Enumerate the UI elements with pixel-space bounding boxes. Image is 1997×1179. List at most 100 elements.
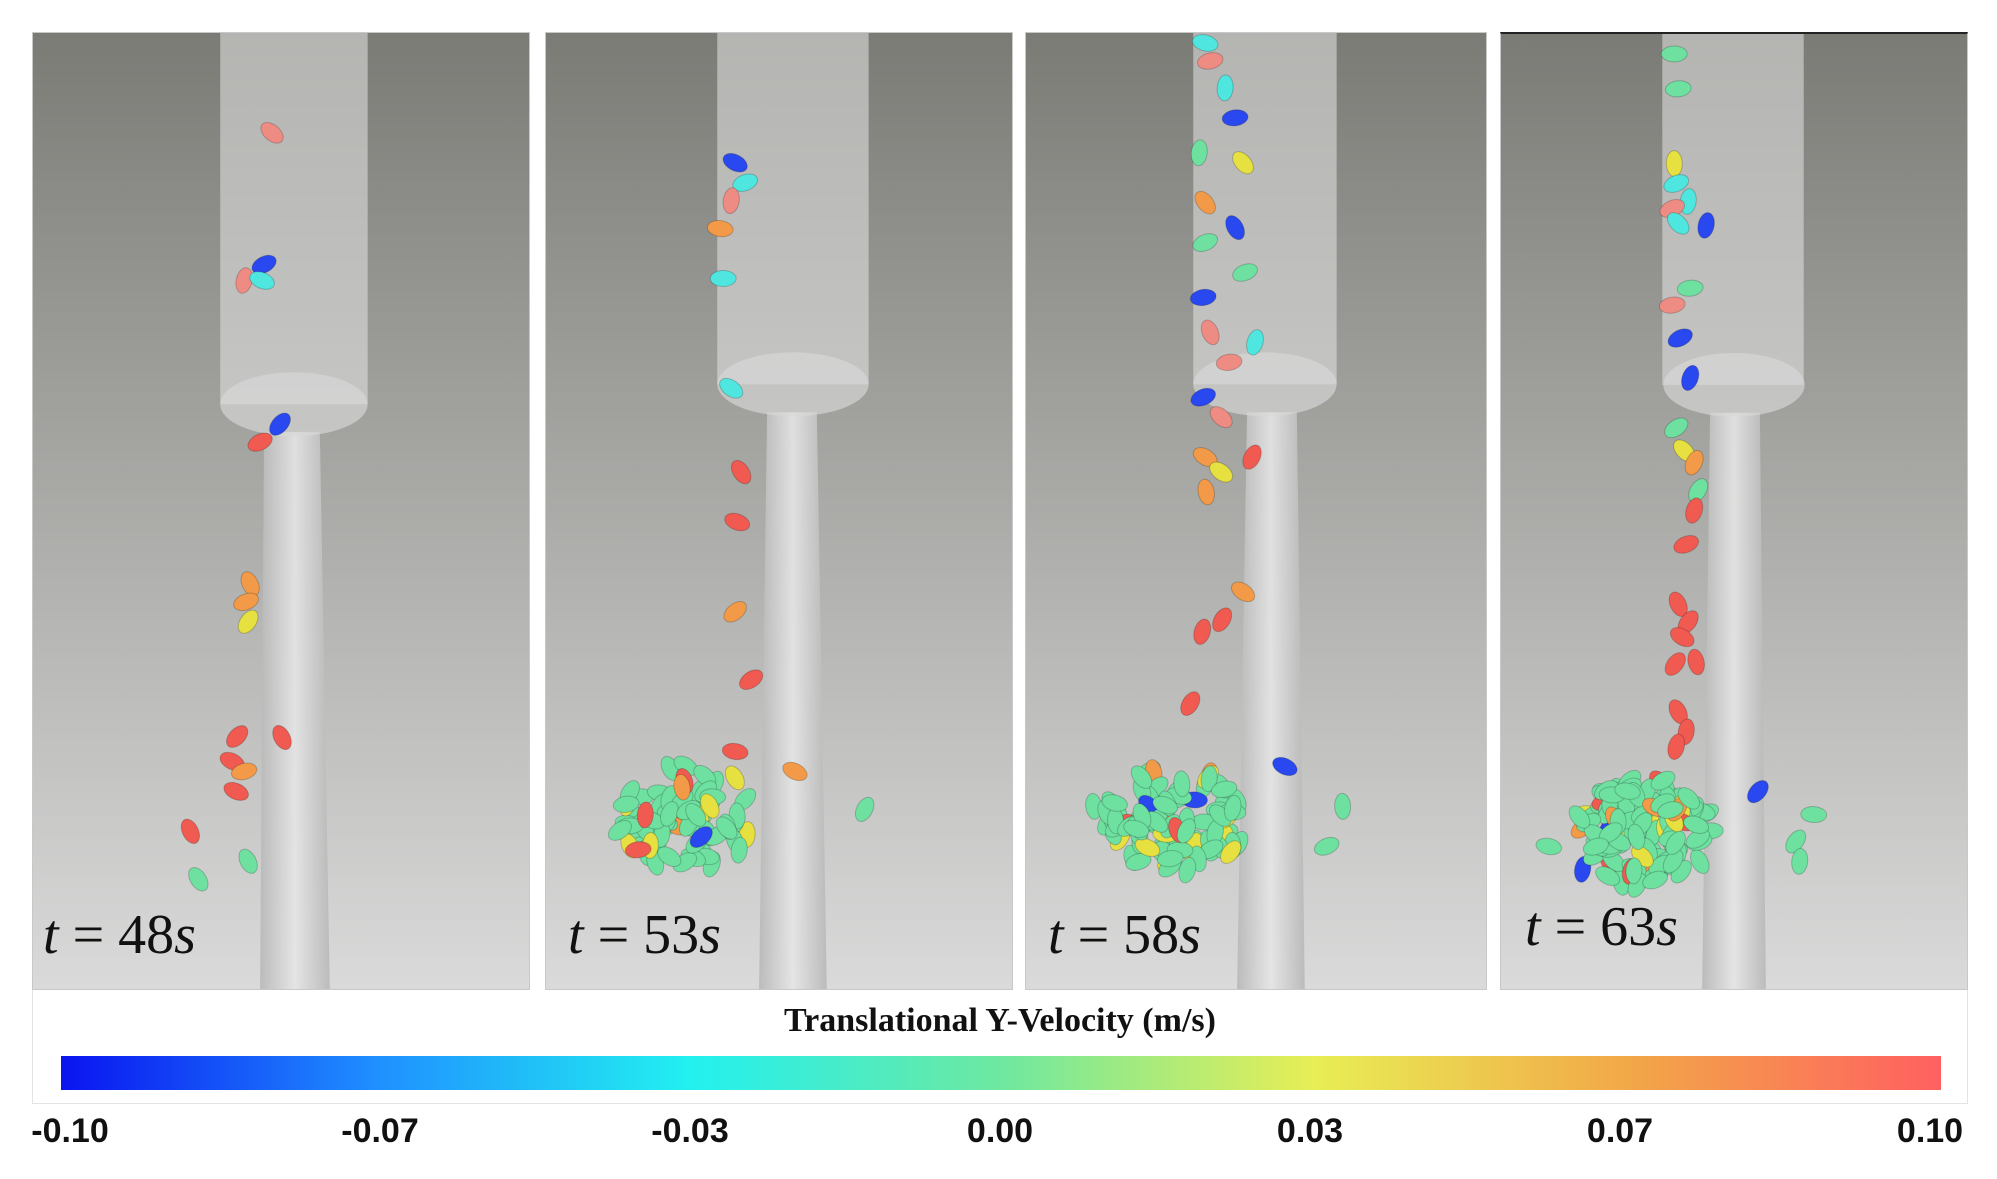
particle [1664, 80, 1692, 98]
panel-t63: t = 63s [1500, 32, 1968, 990]
colorbar-tick-label: 0.07 [1586, 1112, 1654, 1150]
particle [180, 818, 201, 845]
particle [1334, 792, 1352, 820]
particle [657, 846, 682, 867]
particle [1665, 150, 1683, 178]
colorbar-tick-label: 0.10 [1896, 1112, 1964, 1150]
particle [854, 796, 875, 822]
particle [249, 271, 275, 290]
particle [1664, 652, 1686, 676]
particle [247, 432, 273, 452]
particle [1791, 847, 1809, 875]
colorbar-title: Translational Y-Velocity (m/s) [784, 1002, 1216, 1039]
particle [1664, 417, 1689, 439]
particle [226, 725, 249, 748]
particle [706, 219, 734, 238]
particle [689, 826, 713, 848]
panel-t58: t = 58s [1025, 32, 1487, 990]
panel-t53: t = 53s [545, 32, 1013, 990]
particle [1225, 215, 1245, 241]
particle [1178, 856, 1197, 884]
particle [230, 762, 258, 781]
particle [1123, 819, 1150, 838]
particle [1130, 765, 1153, 789]
particle [607, 820, 632, 841]
particle [237, 609, 259, 634]
particle [1685, 497, 1704, 524]
particle [700, 793, 720, 819]
particle [724, 765, 745, 791]
particle [1220, 840, 1242, 864]
particle [624, 841, 652, 859]
particle [1210, 780, 1238, 799]
particle [1683, 815, 1710, 834]
particle [1800, 806, 1828, 824]
colorbar-tick-label: -0.03 [651, 1112, 729, 1150]
particle [1746, 780, 1769, 804]
colorbar-tick-label: -0.10 [31, 1112, 109, 1150]
particle [1697, 212, 1715, 239]
particle [685, 802, 707, 827]
particle [1212, 607, 1233, 633]
particle [1209, 406, 1233, 429]
particle [1190, 387, 1217, 407]
particle [1101, 794, 1128, 812]
particle [721, 742, 749, 761]
particle [730, 459, 752, 485]
particle [1215, 353, 1243, 371]
particle [1642, 870, 1668, 890]
particle [1662, 849, 1684, 874]
particle [660, 800, 679, 827]
simulation-scene [33, 33, 529, 989]
particle [1200, 319, 1220, 346]
particle [1232, 263, 1258, 282]
particle [1180, 691, 1201, 716]
particle [1614, 782, 1641, 800]
particle [188, 867, 209, 892]
colorbar-legend: Translational Y-Velocity (m/s) [32, 990, 1968, 1104]
particle [1568, 805, 1591, 829]
particle [719, 377, 744, 399]
particle [1677, 787, 1701, 810]
particle [251, 254, 277, 275]
particle [1658, 296, 1686, 314]
particle [1216, 74, 1234, 102]
particle [1595, 866, 1621, 886]
particle [1193, 618, 1212, 645]
particle [1687, 648, 1705, 676]
time-label: t = 53s [568, 904, 721, 966]
particle [1156, 850, 1184, 868]
particle [724, 512, 751, 532]
particle [1197, 478, 1215, 506]
particle [223, 781, 249, 801]
particle [1272, 756, 1298, 777]
particle [1200, 765, 1218, 793]
particle [1669, 627, 1695, 648]
particle [1582, 837, 1609, 856]
colorbar-tick-label: 0.03 [1276, 1112, 1344, 1150]
particle [238, 848, 258, 874]
particle [1176, 818, 1196, 844]
particle [782, 761, 808, 782]
particle [1535, 837, 1563, 856]
time-label: t = 63s [1525, 896, 1678, 958]
particle [1625, 857, 1643, 885]
particle [272, 724, 292, 751]
particle [269, 412, 291, 436]
particle [709, 270, 737, 287]
particle [1663, 174, 1690, 193]
particle [1230, 581, 1256, 603]
particle [1173, 770, 1191, 798]
particle [1684, 449, 1704, 476]
colorbar-tick-label: -0.07 [341, 1112, 419, 1150]
particle [1194, 190, 1216, 215]
particle [612, 795, 640, 813]
particle [1189, 288, 1217, 307]
particle [636, 801, 654, 829]
particle [1660, 45, 1688, 63]
particle [1191, 34, 1219, 52]
time-label: t = 58s [1048, 904, 1201, 966]
particle [722, 187, 740, 215]
particle [1313, 836, 1340, 856]
particle [1209, 461, 1234, 483]
